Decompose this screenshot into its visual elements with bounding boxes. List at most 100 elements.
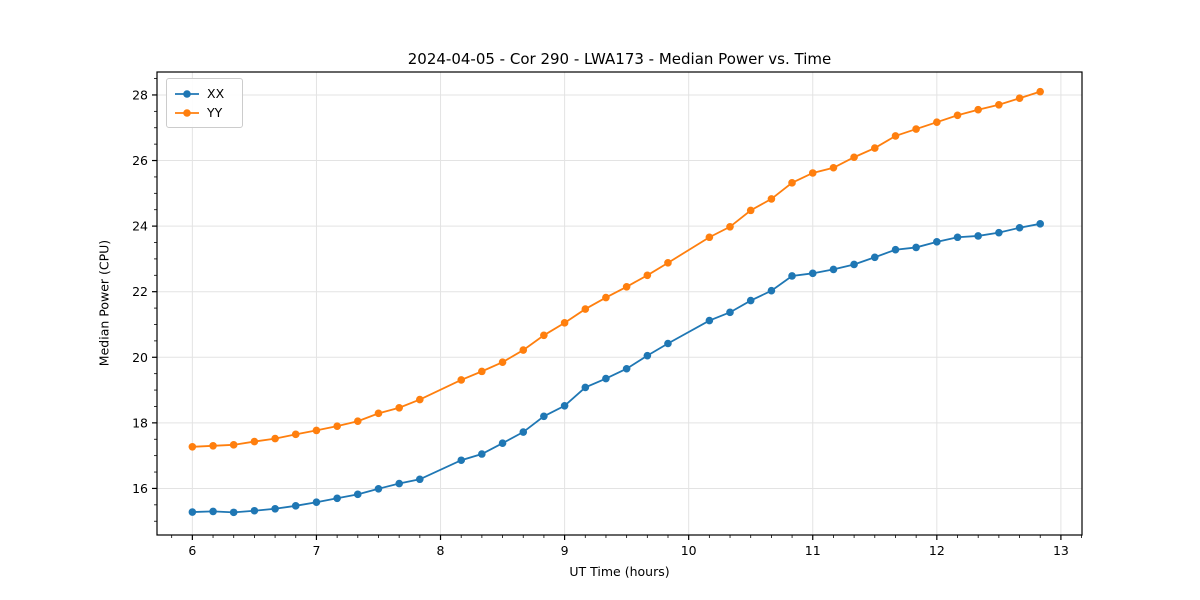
series-yy-marker <box>726 222 734 231</box>
series-xx-marker <box>498 439 507 447</box>
series-yy-marker <box>560 319 569 327</box>
series-xx-marker <box>1015 223 1024 232</box>
series-xx-marker <box>478 450 486 458</box>
series-yy <box>188 87 1044 451</box>
y-tick-label: 28 <box>132 87 148 102</box>
y-tick-label: 22 <box>132 284 148 299</box>
x-tick-label: 6 <box>188 543 196 558</box>
series-yy-marker <box>808 169 817 177</box>
series-yy-line <box>192 90 1041 448</box>
series-yy-marker <box>540 331 548 340</box>
series-xx-marker <box>933 238 941 246</box>
series-xx-marker <box>622 364 631 373</box>
series-xx-marker <box>519 428 528 436</box>
series-yy-marker <box>229 441 238 449</box>
y-tick-label: 16 <box>132 481 148 496</box>
series-xx <box>188 220 1044 517</box>
series-yy-marker <box>312 426 321 435</box>
series-yy-marker <box>395 403 404 412</box>
series-yy-marker <box>581 305 590 313</box>
x-axis-label: UT Time (hours) <box>569 564 670 579</box>
x-tick-label: 9 <box>561 543 569 558</box>
series-yy-marker <box>457 376 466 384</box>
series-yy-marker <box>622 282 631 291</box>
series-xx-marker <box>891 245 900 254</box>
x-tick-label: 10 <box>681 543 697 558</box>
y-tick-label: 20 <box>132 350 148 365</box>
series-xx-line <box>192 222 1041 514</box>
series-yy-marker <box>498 358 507 366</box>
series-xx-marker <box>457 456 466 465</box>
series-xx-marker <box>581 383 590 392</box>
chart-title: 2024-04-05 - Cor 290 - LWA173 - Median P… <box>407 50 832 68</box>
legend-item-xx: XX <box>174 84 234 103</box>
series-yy-marker <box>891 132 900 140</box>
series-xx-marker <box>353 490 362 499</box>
series-yy-marker <box>291 430 300 439</box>
legend: XX YY <box>166 78 243 128</box>
grid <box>157 72 1082 535</box>
legend-label-xx: XX <box>207 86 225 101</box>
series-xx-marker <box>333 494 341 503</box>
series-xx-marker <box>540 412 548 421</box>
series-yy-marker <box>1015 94 1024 103</box>
series-xx-marker <box>602 374 610 383</box>
series-yy-marker <box>602 293 610 302</box>
x-tick-label: 12 <box>929 543 945 558</box>
series-xx-marker <box>229 508 238 517</box>
series-xx-marker <box>953 233 962 242</box>
x-axis: 6 7 8 9 10 11 12 13 <box>171 535 1082 558</box>
series-yy-marker <box>850 153 858 162</box>
series-xx-marker <box>808 269 817 278</box>
x-tick-label: 8 <box>437 543 445 558</box>
y-axis: 16 18 20 22 24 26 28 <box>132 78 157 522</box>
series-yy-marker <box>912 125 920 133</box>
series-xx-marker <box>209 507 217 516</box>
series-xx-marker <box>395 479 404 488</box>
y-tick-label: 18 <box>132 415 148 430</box>
legend-label-yy: YY <box>207 105 223 120</box>
series-yy-marker <box>1036 87 1044 96</box>
series-xx-marker <box>788 272 796 280</box>
series-yy-marker <box>974 105 982 114</box>
series-yy-marker <box>870 144 879 152</box>
series-xx-marker <box>664 339 672 348</box>
series-yy-marker <box>933 118 941 126</box>
series-xx-marker <box>1036 220 1044 228</box>
series-yy-marker <box>209 442 217 450</box>
x-tick-label: 13 <box>1053 543 1069 558</box>
series-yy-marker <box>788 179 796 187</box>
series-xx-marker <box>188 508 197 516</box>
series-xx-marker <box>912 243 920 252</box>
series-xx-marker <box>416 475 424 484</box>
series-xx-marker <box>560 402 569 410</box>
legend-swatch-xx-icon <box>175 89 199 98</box>
series-yy-marker <box>374 409 383 418</box>
series-yy-marker <box>416 395 424 404</box>
series-yy-marker <box>953 111 962 120</box>
series-xx-marker <box>250 506 259 515</box>
series-xx-marker <box>829 265 838 274</box>
series-yy-marker <box>478 367 486 376</box>
series-yy-marker <box>643 271 652 280</box>
series-xx-marker <box>870 253 879 262</box>
series-yy-marker <box>353 417 362 426</box>
x-tick-label: 7 <box>312 543 320 558</box>
series-xx-marker <box>974 232 982 240</box>
series-yy-marker <box>519 346 528 354</box>
series-xx-marker <box>312 498 321 507</box>
series-xx-marker <box>995 228 1003 237</box>
x-tick-label: 11 <box>805 543 821 558</box>
y-tick-label: 24 <box>132 219 148 234</box>
series-xx-marker <box>643 351 652 360</box>
series-xx-marker <box>374 484 383 493</box>
series-yy-marker <box>767 195 776 203</box>
series-xx-marker <box>726 308 734 317</box>
series-yy-marker <box>250 437 259 446</box>
series-yy-marker <box>188 442 197 451</box>
y-axis-label: Median Power (CPU) <box>96 239 112 367</box>
series-xx-marker <box>291 502 300 510</box>
series-xx-marker <box>746 296 755 305</box>
series-yy-marker <box>705 233 714 242</box>
